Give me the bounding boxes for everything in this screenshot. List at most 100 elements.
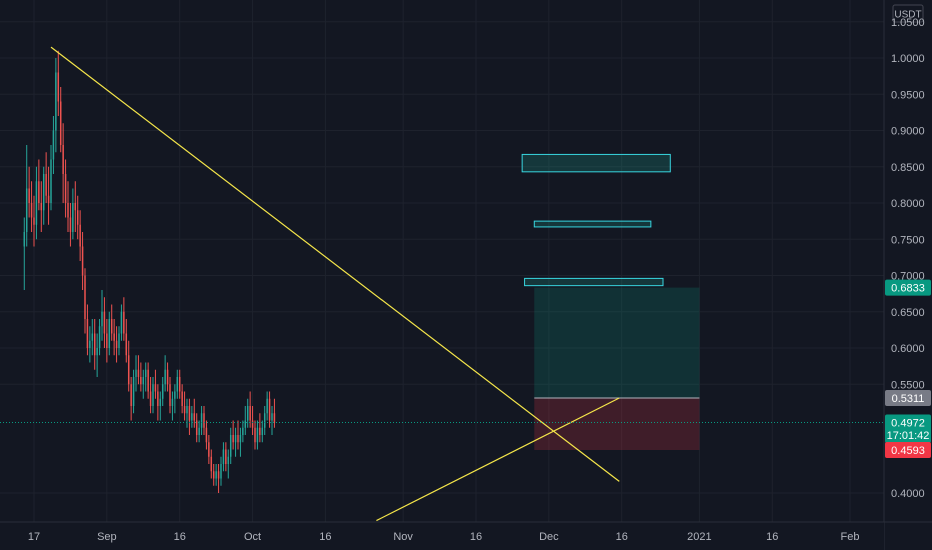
candle-body [81,246,84,276]
candle-body [127,355,130,385]
price-axis-ticks: 1.0500 1.0000 0.9500 0.9000 0.8500 0.8000 0.75… [891,17,925,500]
candle-body [157,391,159,406]
candle-body [259,427,261,435]
candle-body [35,181,38,225]
price-tick-label: 0.8500 [891,162,925,174]
candle-body [50,159,52,203]
candle-body [183,406,186,414]
candle-body [164,369,166,385]
trendline-ascending-support [376,397,620,522]
candle-body [115,340,118,348]
candle-body [120,311,123,334]
time-tick-label: 16 [470,531,482,543]
profit-zone [534,287,700,398]
candle-body [140,377,142,385]
price-tick-label: 0.5500 [891,379,925,391]
loss-zone [534,397,700,451]
candle-body [91,333,94,341]
candle-body [125,333,128,356]
candle-body [205,427,208,443]
candle-body [166,369,169,385]
candle-body [195,420,198,435]
candle-body [30,203,33,218]
candle-body [193,413,196,421]
candle-body [161,384,164,399]
price-label-badge [885,442,931,459]
candle-body [215,471,217,479]
currency-unit-badge[interactable]: USDT [892,4,924,23]
candle-body [251,420,254,428]
price-tick-label: 0.6500 [891,307,925,319]
candle-body [137,369,140,377]
candle-body [40,203,43,211]
time-tick-label: 16 [174,531,186,543]
candle-body [59,101,62,145]
candle-body [55,72,57,131]
candle-body [28,188,30,203]
candle-body [142,377,145,385]
candle-body [232,435,234,443]
candle-body [69,217,72,232]
price-tick-label: 0.8000 [891,198,925,210]
price-tick-label: 0.9500 [891,89,925,101]
price-label-text: 0.4593 [891,445,925,457]
trendlines[interactable] [50,46,620,522]
price-label-badge [885,414,931,431]
candle-body [52,130,55,160]
candle-body [229,435,232,457]
candle-body [178,377,181,392]
candle-body [254,427,256,443]
candle-body [176,377,179,392]
price-tick-label: 0.9000 [891,126,925,138]
target-box [521,153,671,173]
price-label-badge [885,279,931,296]
candle-body [89,340,91,348]
candle-body [132,377,135,406]
candle-body [149,391,152,406]
candle-body [152,384,154,406]
time-tick-label: 17 [28,531,40,543]
candle-body [208,442,210,457]
candle-body [123,311,125,334]
candle-body [200,413,203,428]
candle-body [244,420,247,428]
annotation-zones [521,153,700,451]
time-axis-panel[interactable] [0,522,884,550]
time-tick-label: Sep [97,531,117,543]
candle-body [191,413,193,421]
candle-body [198,427,200,435]
chart-grid [0,0,884,522]
trendline-descending-resistance [50,46,620,482]
candle-body [246,406,249,421]
candle-body [263,413,266,428]
candle-body [84,275,86,319]
candle-body [227,456,230,464]
time-tick-label: 16 [319,531,331,543]
time-axis-ticks: 17 Sep 16 Oct 16 Nov 16 Dec 16 2021 16 Feb [28,531,860,543]
time-tick-label: Feb [841,531,860,543]
price-tick-label: 0.6000 [891,343,925,355]
candle-body [203,413,205,428]
time-tick-label: Nov [393,531,413,543]
price-label-text: 0.5311 [892,393,925,405]
candle-body [225,449,227,464]
candle-body [266,398,268,414]
candle-body [74,203,77,211]
price-label-badge [885,427,931,443]
candle-body [174,391,176,399]
price-label-text: 17:01:42 [887,430,930,442]
price-tick-label: 1.0000 [891,53,925,65]
candle-body [23,232,26,247]
candle-body [181,391,183,406]
candle-body [242,427,244,435]
candle-body [261,427,264,435]
candle-body [159,398,162,406]
candle-body [67,203,69,218]
target-box [533,220,652,228]
time-tick-label: Dec [539,531,559,543]
candle-body [217,471,220,479]
candle-body [273,413,276,423]
candle-body [144,369,147,377]
